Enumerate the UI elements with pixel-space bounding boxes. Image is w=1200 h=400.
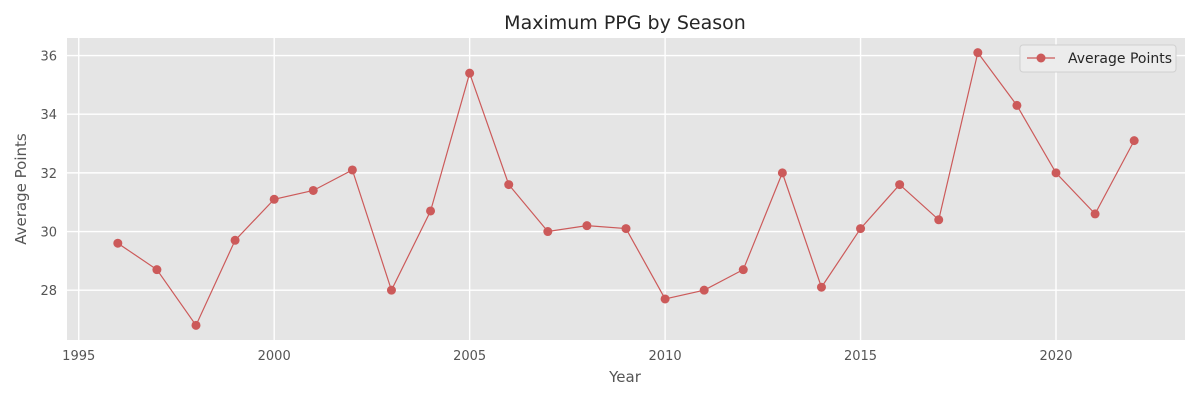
data-point	[973, 48, 983, 58]
grid-lines	[67, 38, 1185, 340]
data-point	[308, 185, 318, 195]
legend-label: Average Points	[1068, 51, 1172, 67]
x-tick-label: 1995	[62, 349, 95, 364]
data-point	[895, 180, 905, 190]
data-point	[347, 165, 357, 175]
y-tick-label: 34	[40, 108, 57, 123]
x-tick-label: 2005	[453, 349, 486, 364]
y-tick-labels: 28 30 32 34 36	[40, 50, 57, 300]
x-axis-label: Year	[608, 368, 642, 386]
x-tick-label: 2010	[649, 349, 682, 364]
x-tick-labels: 1995 2000 2005 2010 2015 2020	[62, 349, 1072, 364]
y-tick-label: 28	[40, 284, 57, 299]
data-point	[777, 168, 787, 178]
y-tick-label: 32	[40, 167, 57, 182]
data-point	[1090, 209, 1100, 219]
legend: Average Points	[1019, 44, 1177, 73]
data-point	[816, 282, 826, 292]
data-point	[1012, 100, 1022, 110]
data-point	[504, 180, 514, 190]
y-tick-label: 36	[40, 50, 57, 65]
x-tick-label: 2000	[258, 349, 291, 364]
data-point	[386, 285, 396, 295]
data-point	[856, 224, 866, 234]
x-tick-label: 2020	[1039, 349, 1072, 364]
data-point	[621, 224, 631, 234]
data-point	[465, 68, 475, 78]
y-tick-label: 30	[40, 226, 57, 241]
data-point	[152, 265, 162, 275]
data-point	[230, 235, 240, 245]
data-point	[699, 285, 709, 295]
data-point	[543, 227, 553, 237]
y-axis-label: Average Points	[12, 133, 30, 245]
legend-marker	[1036, 53, 1046, 63]
data-point	[582, 221, 592, 231]
plot-background	[67, 38, 1185, 340]
data-point	[191, 320, 201, 330]
data-point	[426, 206, 436, 216]
data-point	[1129, 136, 1139, 146]
data-point	[934, 215, 944, 225]
data-point	[1051, 168, 1061, 178]
chart-title: Maximum PPG by Season	[504, 12, 746, 34]
x-tick-label: 2015	[844, 349, 877, 364]
data-point	[660, 294, 670, 304]
series-group	[113, 48, 1139, 330]
data-point	[269, 194, 279, 204]
legend-box	[1019, 44, 1177, 73]
data-point	[738, 265, 748, 275]
data-point	[113, 238, 123, 248]
